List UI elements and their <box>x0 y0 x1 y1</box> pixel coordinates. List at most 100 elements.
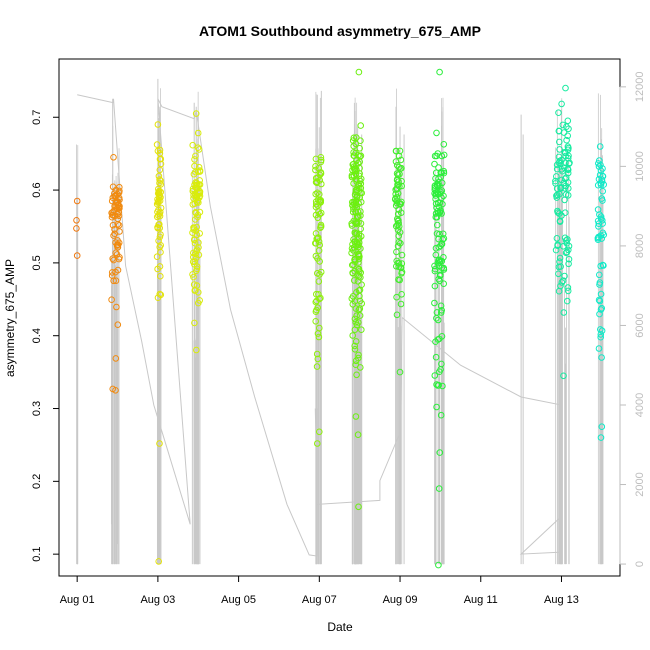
data-point <box>393 170 401 177</box>
data-point <box>563 136 570 144</box>
data-point <box>393 176 401 184</box>
data-point <box>561 272 568 280</box>
data-point <box>355 181 363 188</box>
data-point <box>112 249 120 257</box>
data-point <box>433 314 440 322</box>
data-point <box>351 267 358 275</box>
data-point <box>393 199 401 207</box>
data-point <box>317 221 325 229</box>
data-point <box>112 186 120 194</box>
data-point <box>435 381 443 389</box>
data-point <box>596 271 603 279</box>
data-point <box>557 282 564 290</box>
y-tick-label: 0.1 <box>31 547 43 562</box>
data-point <box>597 213 605 220</box>
data-point <box>433 403 440 411</box>
data-point <box>190 224 197 231</box>
data-point <box>599 217 606 224</box>
data-point <box>395 232 403 240</box>
data-point <box>193 193 200 200</box>
data-point <box>312 174 320 182</box>
x-tick-label: Aug 05 <box>221 594 256 606</box>
data-point <box>314 214 322 222</box>
y2-tick-label: 2000 <box>634 472 646 496</box>
data-point <box>315 278 323 285</box>
data-point <box>353 187 361 194</box>
data-point <box>564 166 572 174</box>
data-point <box>192 168 199 176</box>
data-point <box>559 167 566 175</box>
data-point <box>348 222 356 229</box>
data-point <box>108 269 116 276</box>
data-point <box>154 208 161 216</box>
data-point <box>561 164 568 171</box>
data-point <box>440 141 448 148</box>
data-point <box>157 181 165 188</box>
data-point <box>565 125 572 133</box>
data-point <box>312 166 319 174</box>
y-tick-label: 0.7 <box>31 110 43 125</box>
data-point <box>156 166 164 174</box>
data-point <box>192 267 200 275</box>
data-point <box>437 271 444 279</box>
data-point <box>358 326 365 334</box>
data-point <box>596 297 604 305</box>
data-point <box>394 210 402 218</box>
data-point <box>354 431 362 439</box>
data-point <box>394 217 402 225</box>
data-point <box>357 269 365 276</box>
data-point <box>189 185 197 193</box>
data-point <box>440 235 448 242</box>
data-point <box>564 287 572 295</box>
data-point <box>599 187 607 195</box>
y-tick-label: 0.4 <box>31 328 43 343</box>
data-point <box>351 342 359 350</box>
line-series-path <box>77 94 562 557</box>
data-point <box>350 199 358 206</box>
data-point <box>564 132 572 140</box>
data-point <box>431 282 439 290</box>
data-point <box>436 335 443 343</box>
chart-title: ATOM1 Southbound asymmetry_675_AMP <box>199 23 481 39</box>
data-point <box>552 246 560 254</box>
data-point <box>596 211 603 218</box>
data-point <box>562 84 569 92</box>
data-point <box>349 161 357 168</box>
data-point <box>350 277 358 284</box>
data-point <box>156 290 164 298</box>
data-point <box>559 121 567 129</box>
data-point <box>357 212 364 219</box>
data-point <box>355 219 362 226</box>
data-point <box>599 197 606 204</box>
data-point <box>189 271 196 278</box>
data-point <box>195 239 202 246</box>
data-point <box>440 192 447 200</box>
data-point <box>350 142 358 150</box>
data-point <box>192 110 200 117</box>
data-point <box>435 164 442 171</box>
data-point <box>157 155 165 163</box>
data-point <box>562 174 570 181</box>
data-point <box>556 254 564 262</box>
data-point <box>196 181 204 188</box>
data-point <box>189 141 196 149</box>
data-point <box>349 270 357 277</box>
data-point <box>110 256 117 264</box>
data-point <box>355 354 362 362</box>
data-point <box>434 221 441 229</box>
data-point <box>314 234 322 241</box>
data-point <box>349 261 356 269</box>
data-point <box>192 250 199 257</box>
data-point <box>317 224 324 231</box>
data-point <box>397 156 405 164</box>
y2-tick-label: 0 <box>634 561 646 567</box>
data-point <box>194 144 202 151</box>
data-point <box>316 295 323 303</box>
data-point <box>154 121 162 128</box>
data-point <box>355 251 363 259</box>
data-point <box>394 259 402 267</box>
data-point <box>314 304 322 312</box>
data-point <box>357 364 364 371</box>
data-point <box>191 162 198 170</box>
data-point <box>313 178 321 185</box>
